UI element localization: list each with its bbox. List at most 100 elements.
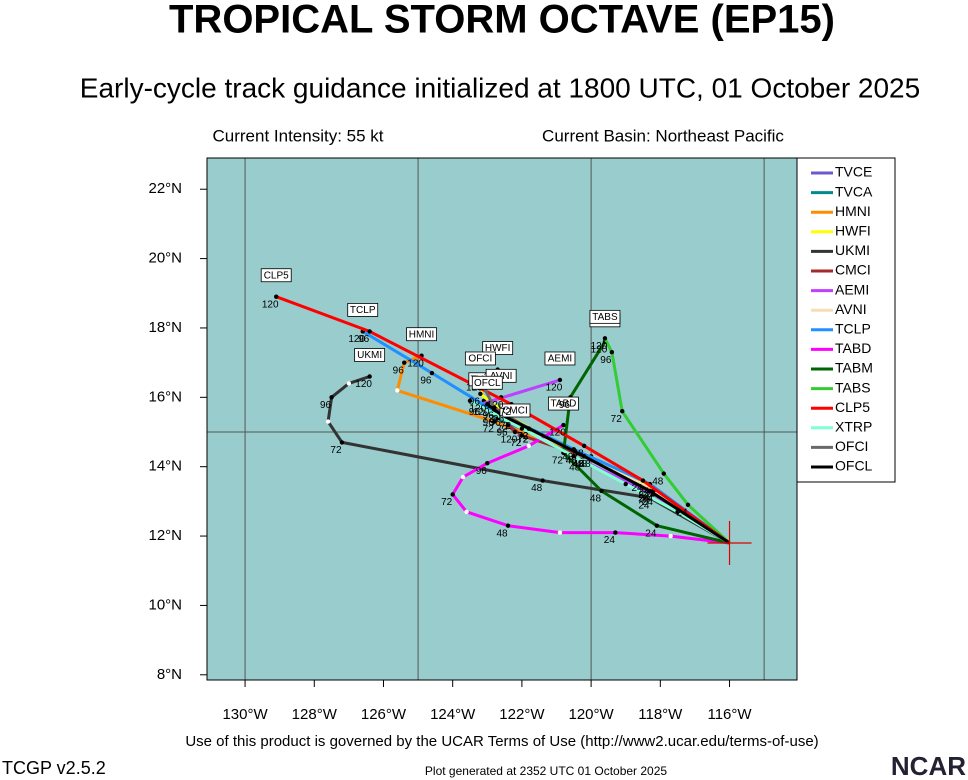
forecast-point — [346, 381, 352, 386]
forecast-point — [339, 440, 345, 445]
track-line — [275, 295, 731, 545]
forecast-point — [402, 360, 407, 365]
x-tick-label: 126°W — [361, 706, 407, 723]
hour-label: 48 — [652, 476, 664, 487]
track-line — [326, 375, 731, 545]
forecast-point — [620, 408, 625, 414]
x-tick-label: 116°W — [707, 706, 752, 723]
forecast-point — [661, 471, 666, 476]
legend-label: HWFI — [835, 223, 871, 239]
forecast-point — [519, 426, 525, 431]
hour-label: 24 — [604, 535, 616, 546]
model-label-box — [354, 348, 386, 362]
forecast-point — [367, 374, 372, 379]
hour-label: 48 — [566, 455, 578, 466]
hour-label: 24 — [631, 483, 643, 494]
hour-label: 96 — [320, 400, 332, 411]
hour-label: 24 — [638, 487, 650, 498]
model-label-box — [499, 403, 531, 418]
hour-label: 120 — [591, 341, 608, 352]
model-label: HMNI — [409, 329, 435, 340]
hour-label: 24 — [642, 490, 654, 501]
forecast-point — [609, 350, 615, 355]
legend-label: OFCI — [835, 438, 868, 454]
track-line — [469, 399, 731, 545]
hour-label: 120 — [546, 383, 563, 394]
chart-subtitle: Early-cycle track guidance initialized a… — [80, 72, 920, 103]
hour-label: 48 — [531, 483, 543, 494]
hour-label: 96 — [600, 355, 612, 366]
hour-label: 72 — [496, 424, 508, 435]
version-label: TCGP v2.5.2 — [2, 758, 106, 778]
footer-note: Use of this product is governed by the U… — [185, 733, 818, 750]
hour-label: 24 — [638, 494, 650, 505]
hour-label: 96 — [483, 417, 495, 428]
hour-label: 48 — [566, 455, 578, 466]
x-tick-label: 130°W — [222, 706, 268, 723]
forecast-point — [571, 454, 577, 459]
forecast-point — [512, 429, 518, 435]
model-label: TCLP — [350, 305, 376, 316]
hour-label: 72 — [552, 455, 564, 466]
hour-label: 96 — [496, 428, 508, 439]
hour-label: 72 — [517, 435, 529, 446]
model-label: HWFI — [485, 343, 511, 354]
hour-label: 96 — [483, 410, 495, 421]
hour-label: 72 — [500, 421, 512, 432]
legend-label: TVCA — [835, 183, 873, 199]
legend-label: TABM — [835, 360, 873, 376]
model-label: TABS — [592, 312, 618, 323]
forecast-point — [467, 398, 473, 403]
hour-label: 96 — [493, 414, 505, 425]
x-tick-label: 118°W — [638, 706, 683, 723]
hour-label: 48 — [573, 459, 585, 470]
hour-label: 72 — [510, 438, 522, 449]
forecast-point — [485, 461, 490, 466]
hour-label: 24 — [638, 494, 650, 505]
hour-label: 48 — [590, 494, 602, 505]
forecast-point — [602, 336, 608, 341]
forecast-point — [395, 388, 400, 393]
forecast-point — [526, 426, 532, 431]
forecast-point — [367, 329, 372, 334]
model-label: CMCI — [502, 406, 528, 417]
hour-label: 72 — [330, 445, 342, 456]
y-tick-label: 22°N — [148, 180, 182, 197]
forecast-point — [540, 478, 545, 483]
forecast-point — [492, 419, 497, 424]
forecast-point — [505, 523, 511, 528]
hour-label: 96 — [476, 466, 488, 477]
generated-label: Plot generated at 2352 UTC 01 October 20… — [425, 764, 667, 778]
legend-label: XTRP — [835, 419, 872, 435]
forecast-point — [599, 488, 604, 494]
legend-label: TVCE — [835, 164, 872, 180]
forecast-point — [464, 509, 469, 514]
model-label: OFCL — [474, 378, 501, 389]
y-tick-label: 10°N — [148, 596, 182, 613]
legend-label: TABD — [835, 340, 871, 356]
forecast-point — [557, 530, 563, 535]
y-tick-label: 16°N — [148, 388, 182, 405]
model-label-box — [471, 375, 503, 390]
hour-label: 72 — [483, 424, 495, 435]
hour-label: 48 — [573, 459, 585, 470]
forecast-point — [450, 492, 455, 497]
legend-label: AVNI — [835, 301, 867, 317]
hour-label: 24 — [642, 497, 654, 508]
forecast-point — [668, 533, 673, 539]
hour-label: 120 — [501, 435, 518, 446]
hour-label: 120 — [473, 407, 490, 418]
legend-label: CLP5 — [835, 399, 870, 415]
intensity-label: Current Intensity: 55 kt — [212, 126, 383, 145]
y-tick-label: 8°N — [157, 666, 182, 683]
legend: TVCE TVCA HMNI HWFI UKMI CMCI AEMI AVNI TCLP TABD… — [796, 157, 896, 483]
hour-label: 24 — [638, 501, 650, 512]
chart-title: TROPICAL STORM OCTAVE (EP15) — [169, 0, 835, 42]
model-label: TABD — [550, 399, 576, 410]
hour-label: 72 — [500, 407, 512, 418]
hour-label: 48 — [573, 459, 585, 470]
model-label: CLP5 — [264, 270, 289, 281]
x-tick-label: 120°W — [569, 706, 615, 723]
hour-label: 24 — [638, 490, 650, 501]
